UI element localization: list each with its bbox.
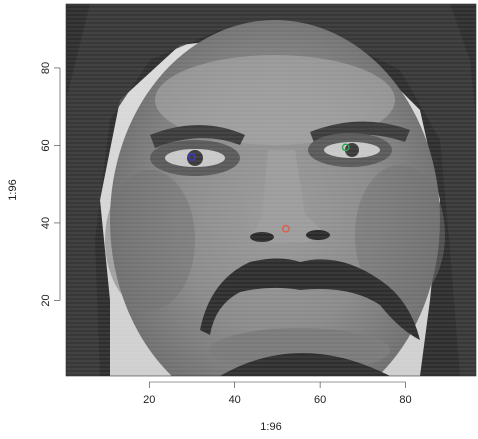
face-image [66, 4, 476, 376]
y-axis: 20 40 60 80 [40, 62, 61, 307]
x-axis: 20 40 60 80 [143, 381, 412, 406]
y-tick-label: 40 [40, 217, 52, 229]
landmark-point-0 [188, 153, 196, 161]
x-axis-title: 1:96 [260, 421, 281, 433]
y-tick-label: 60 [40, 139, 52, 151]
x-tick-label: 20 [143, 394, 155, 406]
y-tick-label: 20 [40, 294, 52, 306]
x-tick-label: 80 [399, 394, 411, 406]
x-tick-label: 40 [229, 394, 241, 406]
x-tick-label: 60 [314, 394, 326, 406]
landmark-points [188, 143, 350, 233]
plot-frame [65, 3, 477, 377]
y-tick-label: 80 [40, 62, 52, 74]
y-axis-title: 1:96 [7, 179, 19, 200]
landmark-point-2 [282, 224, 290, 233]
landmark-point-1 [341, 143, 350, 152]
